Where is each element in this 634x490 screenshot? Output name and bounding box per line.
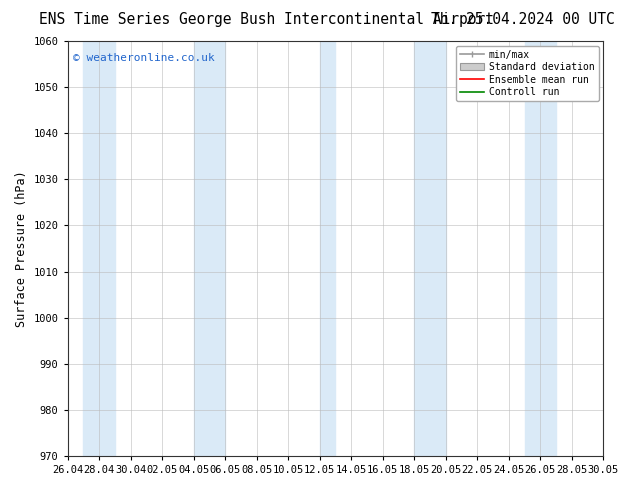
Y-axis label: Surface Pressure (hPa): Surface Pressure (hPa) bbox=[15, 170, 28, 327]
Bar bbox=[320, 41, 335, 456]
Bar bbox=[524, 41, 556, 456]
Bar bbox=[83, 41, 115, 456]
Text: Th. 25.04.2024 00 UTC: Th. 25.04.2024 00 UTC bbox=[431, 12, 615, 27]
Bar bbox=[193, 41, 225, 456]
Text: ENS Time Series George Bush Intercontinental Airport: ENS Time Series George Bush Intercontine… bbox=[39, 12, 494, 27]
Text: © weatheronline.co.uk: © weatheronline.co.uk bbox=[73, 53, 215, 64]
Legend: min/max, Standard deviation, Ensemble mean run, Controll run: min/max, Standard deviation, Ensemble me… bbox=[456, 46, 598, 101]
Bar bbox=[414, 41, 446, 456]
